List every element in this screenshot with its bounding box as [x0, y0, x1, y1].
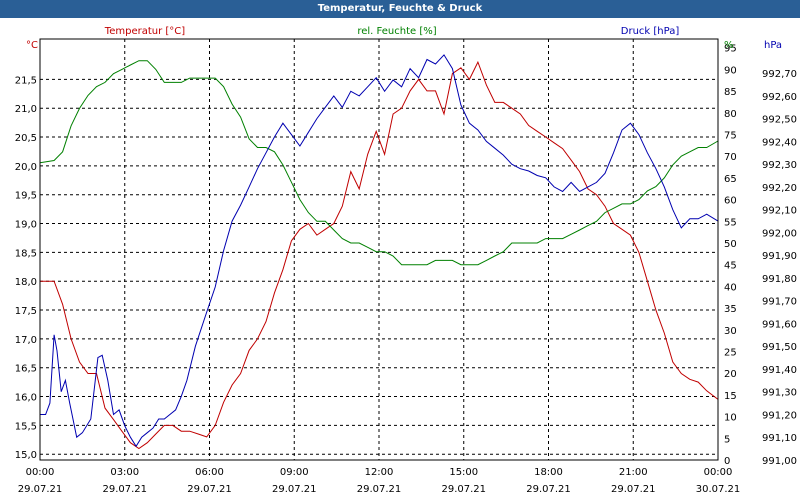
- pressure-tick: 991,40: [762, 365, 797, 376]
- pressure-tick: 991,00: [762, 456, 797, 467]
- time-axis: 00:00 29.07.21 03:00 29.07.21 06:00 29.07.21 0…: [18, 467, 741, 495]
- temperature-line: [40, 60, 719, 450]
- grid: [40, 39, 718, 460]
- pressure-tick: 992,50: [762, 115, 797, 126]
- legend-pressure: Druck [hPa]: [621, 26, 680, 37]
- x-tick-time: 00:00: [704, 467, 733, 478]
- pressure-tick: 992,40: [762, 137, 797, 148]
- legend-humidity: rel. Feuchte [%]: [357, 26, 436, 37]
- x-tick-date: 29.07.21: [357, 484, 402, 495]
- pressure-tick: 991,10: [762, 433, 797, 444]
- humidity-line: [39, 60, 719, 266]
- temperature-tick: 21,5: [15, 75, 37, 86]
- pressure-tick: 991,50: [762, 342, 797, 353]
- humidity-tick: 75: [724, 130, 737, 141]
- humidity-tick: 60: [724, 196, 737, 207]
- pressure-tick: 992,30: [762, 160, 797, 171]
- x-tick-time: 15:00: [449, 467, 478, 478]
- pressure-unit-label: hPa: [764, 40, 782, 51]
- legend-temperature: Temperatur [°C]: [104, 26, 185, 37]
- x-tick-date: 30.07.21: [696, 484, 741, 495]
- temperature-tick: 15,0: [15, 450, 37, 461]
- humidity-tick: 80: [724, 109, 737, 120]
- chart-area: 15,0 15,5 16,0 16,5 17,0 17,5 18,0 18,5 19,0 19,5…: [0, 18, 800, 500]
- x-tick-date: 29.07.21: [526, 484, 571, 495]
- x-tick-time: 00:00: [26, 467, 55, 478]
- temperature-tick: 20,5: [15, 133, 37, 144]
- x-tick-date: 29.07.21: [611, 484, 656, 495]
- temperature-unit-label: °C: [26, 40, 38, 51]
- humidity-tick: 55: [724, 217, 737, 228]
- pressure-tick: 991,20: [762, 410, 797, 421]
- temperature-tick: 17,5: [15, 306, 37, 317]
- temperature-tick: 18,0: [15, 277, 37, 288]
- pressure-tick: 992,20: [762, 183, 797, 194]
- pressure-tick: 992,10: [762, 206, 797, 217]
- temperature-tick: 21,0: [15, 104, 37, 115]
- x-tick-date: 29.07.21: [187, 484, 232, 495]
- temperature-tick: 16,5: [15, 364, 37, 375]
- humidity-tick: 90: [724, 65, 737, 76]
- plot-border: [39, 38, 719, 461]
- pressure-tick: 991,30: [762, 388, 797, 399]
- humidity-tick: 85: [724, 87, 737, 98]
- chart-svg: 15,0 15,5 16,0 16,5 17,0 17,5 18,0 18,5 19,0 19,5…: [0, 18, 800, 500]
- pressure-tick: 991,90: [762, 251, 797, 262]
- humidity-axis: 0 5 10 15 20 25 30 35 40 45 50 55 60 65 70 75 80 85 90 95: [724, 44, 737, 467]
- pressure-tick: 992,60: [762, 92, 797, 103]
- humidity-tick: 65: [724, 174, 737, 185]
- temperature-tick: 17,0: [15, 335, 37, 346]
- x-tick-date: 29.07.21: [102, 484, 147, 495]
- pressure-tick: 992,00: [762, 228, 797, 239]
- humidity-tick: 10: [724, 413, 737, 424]
- humidity-tick: 45: [724, 261, 737, 272]
- x-tick-time: 12:00: [365, 467, 394, 478]
- temperature-tick: 16,0: [15, 393, 37, 404]
- temperature-tick: 19,5: [15, 191, 37, 202]
- pressure-tick: 991,80: [762, 274, 797, 285]
- pressure-axis: 991,00 991,10 991,20 991,30 991,40 991,50 991,…: [762, 69, 797, 467]
- humidity-unit-label: %: [724, 40, 734, 51]
- x-tick-date: 29.07.21: [272, 484, 317, 495]
- humidity-tick: 15: [724, 391, 737, 402]
- temperature-axis: 15,0 15,5 16,0 16,5 17,0 17,5 18,0 18,5 19,0 19,5…: [15, 75, 37, 461]
- x-tick-date: 29.07.21: [18, 484, 63, 495]
- humidity-tick: 0: [724, 456, 730, 467]
- chart-title: Temperatur, Feuchte & Druck: [0, 0, 800, 18]
- humidity-tick: 5: [724, 434, 730, 445]
- humidity-tick: 35: [724, 304, 737, 315]
- x-tick-time: 09:00: [280, 467, 309, 478]
- humidity-tick: 25: [724, 347, 737, 358]
- humidity-tick: 30: [724, 326, 737, 337]
- temperature-tick: 20,0: [15, 162, 37, 173]
- pressure-line: [40, 54, 719, 448]
- temperature-tick: 19,0: [15, 220, 37, 231]
- x-tick-date: 29.07.21: [441, 484, 486, 495]
- temperature-tick: 15,5: [15, 421, 37, 432]
- pressure-tick: 991,60: [762, 319, 797, 330]
- pressure-tick: 992,70: [762, 69, 797, 80]
- temperature-tick: 18,5: [15, 248, 37, 259]
- humidity-tick: 95: [724, 44, 737, 55]
- humidity-tick: 20: [724, 369, 737, 380]
- x-tick-time: 03:00: [110, 467, 139, 478]
- x-tick-time: 21:00: [619, 467, 648, 478]
- humidity-tick: 50: [724, 239, 737, 250]
- series-lines: [39, 54, 719, 450]
- x-tick-time: 18:00: [534, 467, 563, 478]
- x-tick-time: 06:00: [195, 467, 224, 478]
- pressure-tick: 991,70: [762, 297, 797, 308]
- humidity-tick: 70: [724, 152, 737, 163]
- humidity-tick: 40: [724, 282, 737, 293]
